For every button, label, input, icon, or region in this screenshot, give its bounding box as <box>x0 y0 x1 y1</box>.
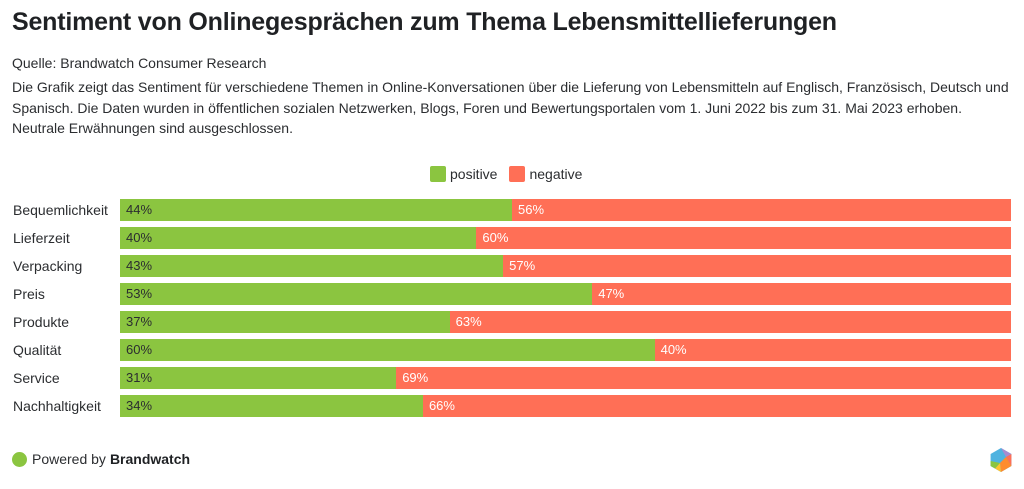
data-label-negative: 47% <box>598 286 625 301</box>
legend-swatch-negative <box>509 166 526 182</box>
category-label: Nachhaltigkeit <box>13 398 101 414</box>
legend-label-positive[interactable]: positive <box>450 166 498 182</box>
data-label-negative: 63% <box>455 314 482 329</box>
bar-negative[interactable] <box>503 255 1011 277</box>
bar-negative[interactable] <box>449 311 1011 333</box>
category-label: Bequemlichkeit <box>13 202 108 218</box>
brandwatch-dot-icon <box>12 451 27 467</box>
bar-positive[interactable] <box>120 227 477 249</box>
data-label-negative: 40% <box>660 342 687 357</box>
powered-by-text: Powered by <box>32 451 106 467</box>
bar-positive[interactable] <box>120 255 504 277</box>
legend-swatch-positive <box>430 166 446 182</box>
data-label-positive: 43% <box>126 258 153 273</box>
bar-negative[interactable] <box>512 199 1011 221</box>
footer: Powered by Brandwatch <box>12 451 190 467</box>
bar-negative[interactable] <box>592 283 1011 305</box>
data-label-positive: 53% <box>126 286 153 301</box>
data-label-negative: 60% <box>482 230 509 245</box>
data-label-positive: 44% <box>126 202 153 217</box>
data-label-positive: 37% <box>126 314 153 329</box>
bar-negative[interactable] <box>654 339 1011 361</box>
bar-negative[interactable] <box>422 395 1011 417</box>
data-label-negative: 56% <box>518 202 545 217</box>
data-label-positive: 40% <box>126 230 153 245</box>
category-label: Service <box>13 370 60 386</box>
data-label-negative: 66% <box>428 398 455 413</box>
data-label-positive: 34% <box>126 398 153 413</box>
bar-positive[interactable] <box>120 367 397 389</box>
bar-positive[interactable] <box>120 339 655 361</box>
bar-positive[interactable] <box>120 199 513 221</box>
bar-positive[interactable] <box>120 283 593 305</box>
description-text: Die Grafik zeigt das Sentiment für versc… <box>12 79 1009 136</box>
bar-positive[interactable] <box>120 311 450 333</box>
data-label-positive: 60% <box>126 342 153 357</box>
bar-positive[interactable] <box>120 395 423 417</box>
data-label-positive: 31% <box>126 370 153 385</box>
legend: positive negative <box>430 166 582 182</box>
source-text: Quelle: Brandwatch Consumer Research <box>12 55 267 71</box>
category-label: Produkte <box>13 314 70 330</box>
bar-chart: Bequemlichkeit 44% 56% Lieferzeit 40% 60% Verp… <box>0 190 1024 430</box>
brandwatch-hexagon-logo-icon[interactable] <box>988 447 1014 473</box>
legend-label-negative[interactable]: negative <box>529 166 583 182</box>
bar-negative[interactable] <box>476 227 1011 249</box>
brand-name[interactable]: Brandwatch <box>109 451 191 467</box>
category-label: Verpacking <box>13 258 83 274</box>
data-label-negative: 57% <box>509 258 536 273</box>
bar-negative[interactable] <box>396 367 1011 389</box>
chart-title: Sentiment von Onlinegesprächen zum Thema… <box>12 8 837 36</box>
data-label-negative: 69% <box>402 370 429 385</box>
category-label: Lieferzeit <box>13 230 70 246</box>
category-label: Qualität <box>13 342 62 358</box>
category-label: Preis <box>13 286 45 302</box>
